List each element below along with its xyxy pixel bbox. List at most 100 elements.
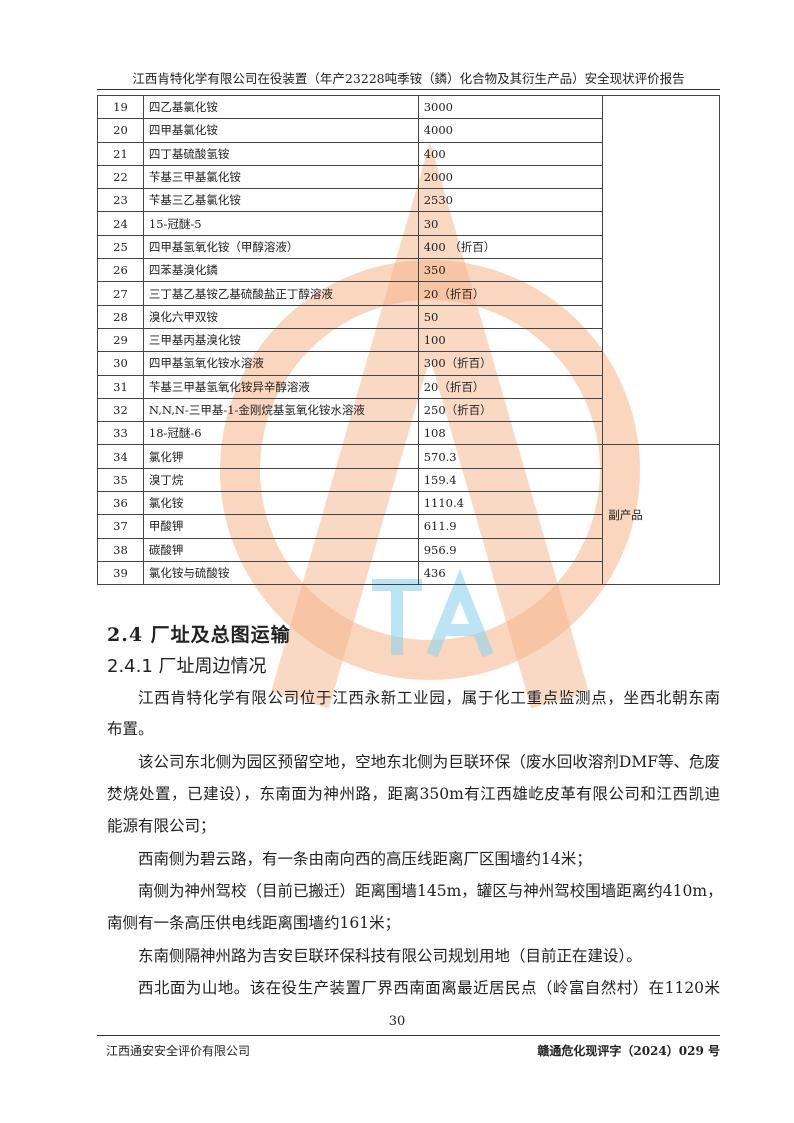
row-number: 22	[97, 164, 144, 190]
row-number: 30	[97, 351, 144, 376]
subsection-heading: 2.4.1 厂址周边情况	[107, 656, 267, 677]
row-number: 24	[97, 211, 144, 236]
table-row: 19 四乙基氯化铵 3000	[97, 94, 720, 446]
product-quantity: 570.3	[417, 444, 604, 469]
product-name: 甲酸钾	[142, 514, 419, 539]
product-name: 三丁基乙基铵乙基硫酸盐正丁醇溶液	[142, 281, 419, 306]
table-row: 27 三丁基乙基铵乙基硫酸盐正丁醇溶液 20（折百）	[97, 281, 720, 306]
row-number: 29	[97, 327, 144, 353]
body-line: 东南侧隔神州路为吉安巨联环保科技有限公司规划用地（目前正在建设）。	[138, 947, 642, 965]
product-quantity: 30	[417, 211, 604, 236]
row-number: 26	[97, 258, 144, 283]
product-name: 四甲基氢氧化铵水溶液	[142, 351, 419, 376]
table-row: 30 四甲基氢氧化铵水溶液 300（折百）	[97, 351, 720, 376]
body-line: 西北面为山地。该在役生产装置厂界西南面离最近居民点（岭富自然村）在1120米	[138, 979, 720, 997]
product-name: 碳酸钾	[142, 537, 419, 562]
row-number: 38	[97, 537, 144, 562]
body-line: 该公司东北侧为园区预留空地，空地东北侧为巨联环保（废水回收溶剂DMF等、危废	[138, 753, 720, 771]
body-line: 江西肯特化学有限公司位于江西永新工业园，属于化工重点监测点，坐西北朝东南	[138, 689, 720, 707]
body-line: 布置。	[107, 720, 154, 738]
row-number: 27	[97, 281, 144, 306]
section-heading: 2.4 厂址及总图运输	[107, 624, 291, 646]
product-table: 19 四乙基氯化铵 3000 20 四甲基氯化铵 4000 21 四丁基硫酸氢铵 400 22 苄基…	[97, 94, 720, 586]
product-quantity: 611.9	[417, 514, 604, 539]
row-number: 23	[97, 188, 144, 213]
product-name: 溴化六甲双铵	[142, 304, 419, 329]
product-quantity: 400	[417, 141, 604, 166]
product-quantity: 3000	[417, 94, 604, 120]
watermark-logo-letters	[372, 568, 494, 658]
product-name: 苄基三甲基氢氧化铵异辛醇溶液	[142, 374, 419, 399]
footer-doc-number: 赣通危化现评字（2024）029 号	[537, 1044, 720, 1058]
table-row: 31 苄基三甲基氢氧化铵异辛醇溶液 20（折百）	[97, 374, 720, 399]
product-name: 氯化铵与硫酸铵	[142, 560, 419, 586]
row-number: 37	[97, 514, 144, 539]
product-quantity: 50	[417, 304, 604, 329]
running-header: 江西肯特化学有限公司在役装置（年产23228吨季铵（鏻）化合物及其衍生产品）安全…	[132, 71, 685, 86]
table-row: 32 N,N,N-三甲基-1-金刚烷基氢氧化铵水溶液 250（折百）	[97, 397, 720, 423]
product-name: 氯化铵	[142, 491, 419, 516]
row-number: 32	[97, 397, 144, 423]
page-number: 30	[388, 1014, 406, 1029]
table-row: 37 甲酸钾 611.9	[97, 514, 720, 539]
table-row: 36 氯化铵 1110.4	[97, 491, 720, 516]
product-quantity: 300（折百）	[417, 351, 604, 376]
product-name: 四甲基氢氧化铵（甲醇溶液）	[142, 234, 419, 260]
table-row: 29 三甲基丙基溴化铵 100	[97, 327, 720, 353]
row-number: 25	[97, 234, 144, 260]
row-number: 33	[97, 421, 144, 446]
table-row: 21 四丁基硫酸氢铵 400	[97, 141, 720, 166]
table-row: 23 苄基三乙基氯化铵 2530	[97, 188, 720, 213]
product-quantity: 108	[417, 421, 604, 446]
product-name: 三甲基丙基溴化铵	[142, 327, 419, 353]
product-name: 苄基三乙基氯化铵	[142, 188, 419, 213]
footer-company: 江西通安安全评价有限公司	[106, 1044, 251, 1058]
remark-byproduct: 副产品	[602, 444, 720, 586]
row-number: 36	[97, 491, 144, 516]
body-line: 南侧有一条高压供电线距离围墙约161米；	[107, 914, 401, 932]
product-quantity: 2000	[417, 164, 604, 190]
row-number: 31	[97, 374, 144, 399]
body-line: 能源有限公司；	[107, 817, 216, 835]
table-row: 26 四苯基溴化鏻 350	[97, 258, 720, 283]
product-name: 四丁基硫酸氢铵	[142, 141, 419, 166]
table-row: 35 溴丁烷 159.4	[97, 467, 720, 493]
product-quantity: 956.9	[417, 537, 604, 562]
product-name: N,N,N-三甲基-1-金刚烷基氢氧化铵水溶液	[142, 397, 419, 423]
product-quantity: 2530	[417, 188, 604, 213]
body-line: 西南侧为碧云路，有一条由南向西的高压线距离厂区围墙约14米；	[138, 850, 592, 868]
product-quantity: 1110.4	[417, 491, 604, 516]
table-row: 22 苄基三甲基氯化铵 2000	[97, 164, 720, 190]
product-name: 氯化钾	[142, 444, 419, 469]
row-number: 39	[97, 560, 144, 586]
product-name: 四甲基氯化铵	[142, 118, 419, 143]
product-name: 18-冠醚-6	[142, 421, 419, 446]
product-quantity: 4000	[417, 118, 604, 143]
product-quantity: 250（折百）	[417, 397, 604, 423]
product-quantity: 350	[417, 258, 604, 283]
row-number: 28	[97, 304, 144, 329]
table-row: 34 氯化钾 570.3 副产品	[97, 444, 720, 586]
row-number: 19	[97, 94, 144, 120]
product-name: 四苯基溴化鏻	[142, 258, 419, 283]
product-quantity: 20（折百）	[417, 374, 604, 399]
body-line: 焚烧处置，已建设），东南面为神州路，距离350m有江西雄屹皮革有限公司和江西凯迪	[107, 785, 720, 803]
body-line: 南侧为神州驾校（目前已搬迁）距离围墙145m，罐区与神州驾校围墙距离约410m，	[138, 882, 723, 900]
header-divider	[97, 89, 720, 90]
table-row: 39 氯化铵与硫酸铵 436	[97, 560, 720, 586]
row-number: 21	[97, 141, 144, 166]
footer-divider	[97, 1035, 720, 1036]
product-quantity: 20（折百）	[417, 281, 604, 306]
product-quantity: 159.4	[417, 467, 604, 493]
product-quantity: 436	[417, 560, 604, 586]
product-quantity: 100	[417, 327, 604, 353]
product-name: 溴丁烷	[142, 467, 419, 493]
row-number: 20	[97, 118, 144, 143]
product-name: 四乙基氯化铵	[142, 94, 419, 120]
remark-cell	[602, 94, 720, 446]
table-row: 20 四甲基氯化铵 4000	[97, 118, 720, 143]
product-quantity: 400 （折百）	[417, 234, 604, 260]
table-row: 24 15-冠醚-5 30	[97, 211, 720, 236]
product-name: 苄基三甲基氯化铵	[142, 164, 419, 190]
row-number: 35	[97, 467, 144, 493]
